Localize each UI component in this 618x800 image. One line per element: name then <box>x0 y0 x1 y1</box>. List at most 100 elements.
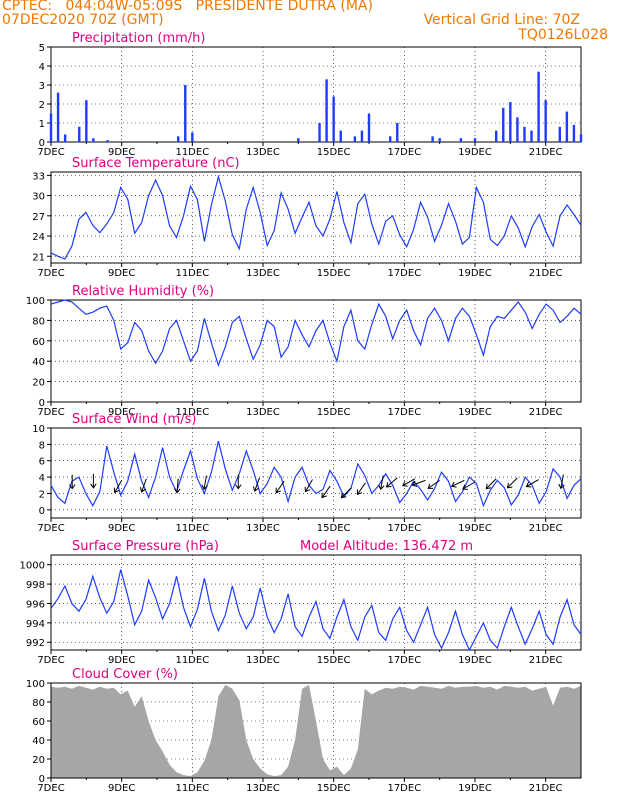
pres-xtick-label: 11DEC <box>175 655 209 666</box>
wind-arrow-head <box>411 480 418 487</box>
cloud-xtick-label: 21DEC <box>529 783 563 794</box>
pres-xtick-label: 9DEC <box>108 655 135 666</box>
wind-arrow <box>305 479 313 492</box>
precip-bar <box>49 113 53 142</box>
wind-xtick-label: 11DEC <box>175 523 209 534</box>
precip-bar <box>191 132 194 142</box>
rh-frame <box>50 299 582 403</box>
pres-ytick-label: 994 <box>26 619 45 630</box>
cloud-frame-overlay <box>50 682 582 779</box>
rh-ytick-label: 100 <box>26 296 45 307</box>
precip-bar <box>184 85 187 142</box>
cloud-ytick-label: 40 <box>32 736 45 747</box>
wind-xtick-label: 15DEC <box>317 523 351 534</box>
run-datetime: 07DEC2020 70Z (GMT) <box>2 12 164 28</box>
wind-ytick-label: 8 <box>39 440 45 451</box>
temp-title: Surface Temperature (nC) <box>72 156 240 171</box>
rh-ytick-label: 60 <box>32 337 45 348</box>
temp-frame <box>50 171 582 264</box>
rh-xtick-label: 11DEC <box>175 407 209 418</box>
pres-xtick-label: 15DEC <box>317 655 351 666</box>
wind-arrow <box>357 482 366 495</box>
rh-xtick-label: 9DEC <box>108 407 135 418</box>
wind-arrow-head <box>275 487 281 494</box>
wind-ytick-label: 4 <box>39 473 45 484</box>
precip-bar <box>572 124 576 142</box>
precip-xtick-label: 7DEC <box>37 147 64 158</box>
wind-xtick-label: 17DEC <box>387 523 421 534</box>
wind-arrow <box>402 478 416 487</box>
precip-bar <box>325 79 328 142</box>
cloud-ytick-label: 100 <box>26 679 45 690</box>
temp-ytick-label: 33 <box>32 171 45 182</box>
precip-bar <box>318 123 321 142</box>
temp-xtick-label: 17DEC <box>387 268 421 279</box>
pres-frame <box>50 554 582 651</box>
wind-xtick-label: 13DEC <box>246 523 280 534</box>
precip-bar <box>360 130 364 142</box>
wind-arrow <box>462 481 476 490</box>
pres-xtick-label: 21DEC <box>529 655 563 666</box>
cloud-xtick-label: 13DEC <box>246 783 280 794</box>
precip-bar <box>396 123 399 142</box>
wind-arrow-head <box>427 483 434 489</box>
wind-arrow-head <box>450 481 457 488</box>
precip-xtick-label: 13DEC <box>246 147 280 158</box>
wind-xtick-label: 7DEC <box>37 523 64 534</box>
precip-bar <box>63 134 67 142</box>
rh-ytick-label: 0 <box>39 398 45 409</box>
cloud-title: Cloud Cover (%) <box>72 667 178 682</box>
wind-arrow <box>386 477 398 488</box>
pres-xtick-label: 13DEC <box>246 655 280 666</box>
wind-xtick-label: 9DEC <box>108 523 135 534</box>
precip-bar <box>509 102 512 142</box>
wind-arrow <box>203 475 207 490</box>
wind-arrow <box>451 479 465 487</box>
wind-xtick-label: 21DEC <box>529 523 563 534</box>
precip-xtick-label: 15DEC <box>317 147 351 158</box>
precip-bar <box>537 71 540 142</box>
wind-arrow-head <box>385 482 392 488</box>
rh-xtick-label: 13DEC <box>246 407 280 418</box>
wind-arrow-head <box>252 486 259 492</box>
wind-arrow-head <box>462 484 468 490</box>
pres-series-line <box>50 569 582 652</box>
cloud-xtick-label: 17DEC <box>387 783 421 794</box>
station-header: CPTEC: 044:04W-05:09S PRESIDENTE DUTRA (… <box>2 0 373 14</box>
cloud-xtick-label: 11DEC <box>175 783 209 794</box>
precip-title: Precipitation (mm/h) <box>72 31 205 46</box>
precip-xtick-label: 9DEC <box>108 147 135 158</box>
precip-xtick-label: 21DEC <box>529 147 563 158</box>
cloud-ytick-label: 20 <box>32 755 45 766</box>
wind-arrow-head <box>90 483 97 489</box>
precip-bar <box>438 138 441 142</box>
precip-ytick-label: 3 <box>39 81 45 92</box>
wind-arrow <box>114 480 123 493</box>
wind-arrow-head <box>68 484 76 490</box>
wind-arrow <box>427 479 440 489</box>
wind-arrow <box>526 479 539 487</box>
wind-arrow <box>341 487 352 498</box>
precip-bar <box>502 107 505 142</box>
grid-line-note: Vertical Grid Line: 70Z <box>423 12 580 28</box>
precip-bar <box>544 100 547 142</box>
precip-bar <box>558 126 561 142</box>
precip-ytick-label: 2 <box>39 100 45 111</box>
model-code: TQ0126L028 <box>518 27 608 43</box>
temp-ytick-label: 30 <box>32 192 45 203</box>
cloud-xtick-label: 9DEC <box>108 783 135 794</box>
precip-ytick-label: 0 <box>39 138 45 149</box>
wind-arrow <box>141 478 147 493</box>
temp-xtick-label: 21DEC <box>529 268 563 279</box>
pres-ytick-label: 1000 <box>20 561 45 572</box>
temp-xtick-label: 15DEC <box>317 268 351 279</box>
rh-ytick-label: 80 <box>32 316 45 327</box>
temp-xtick-label: 19DEC <box>458 268 492 279</box>
temp-ytick-label: 24 <box>32 232 45 243</box>
rh-xtick-label: 15DEC <box>317 407 351 418</box>
precip-bar <box>523 126 526 142</box>
wind-arrow <box>176 478 179 493</box>
wind-ytick-label: 2 <box>39 489 45 500</box>
rh-series-line <box>50 299 582 368</box>
wind-arrow <box>412 479 426 486</box>
